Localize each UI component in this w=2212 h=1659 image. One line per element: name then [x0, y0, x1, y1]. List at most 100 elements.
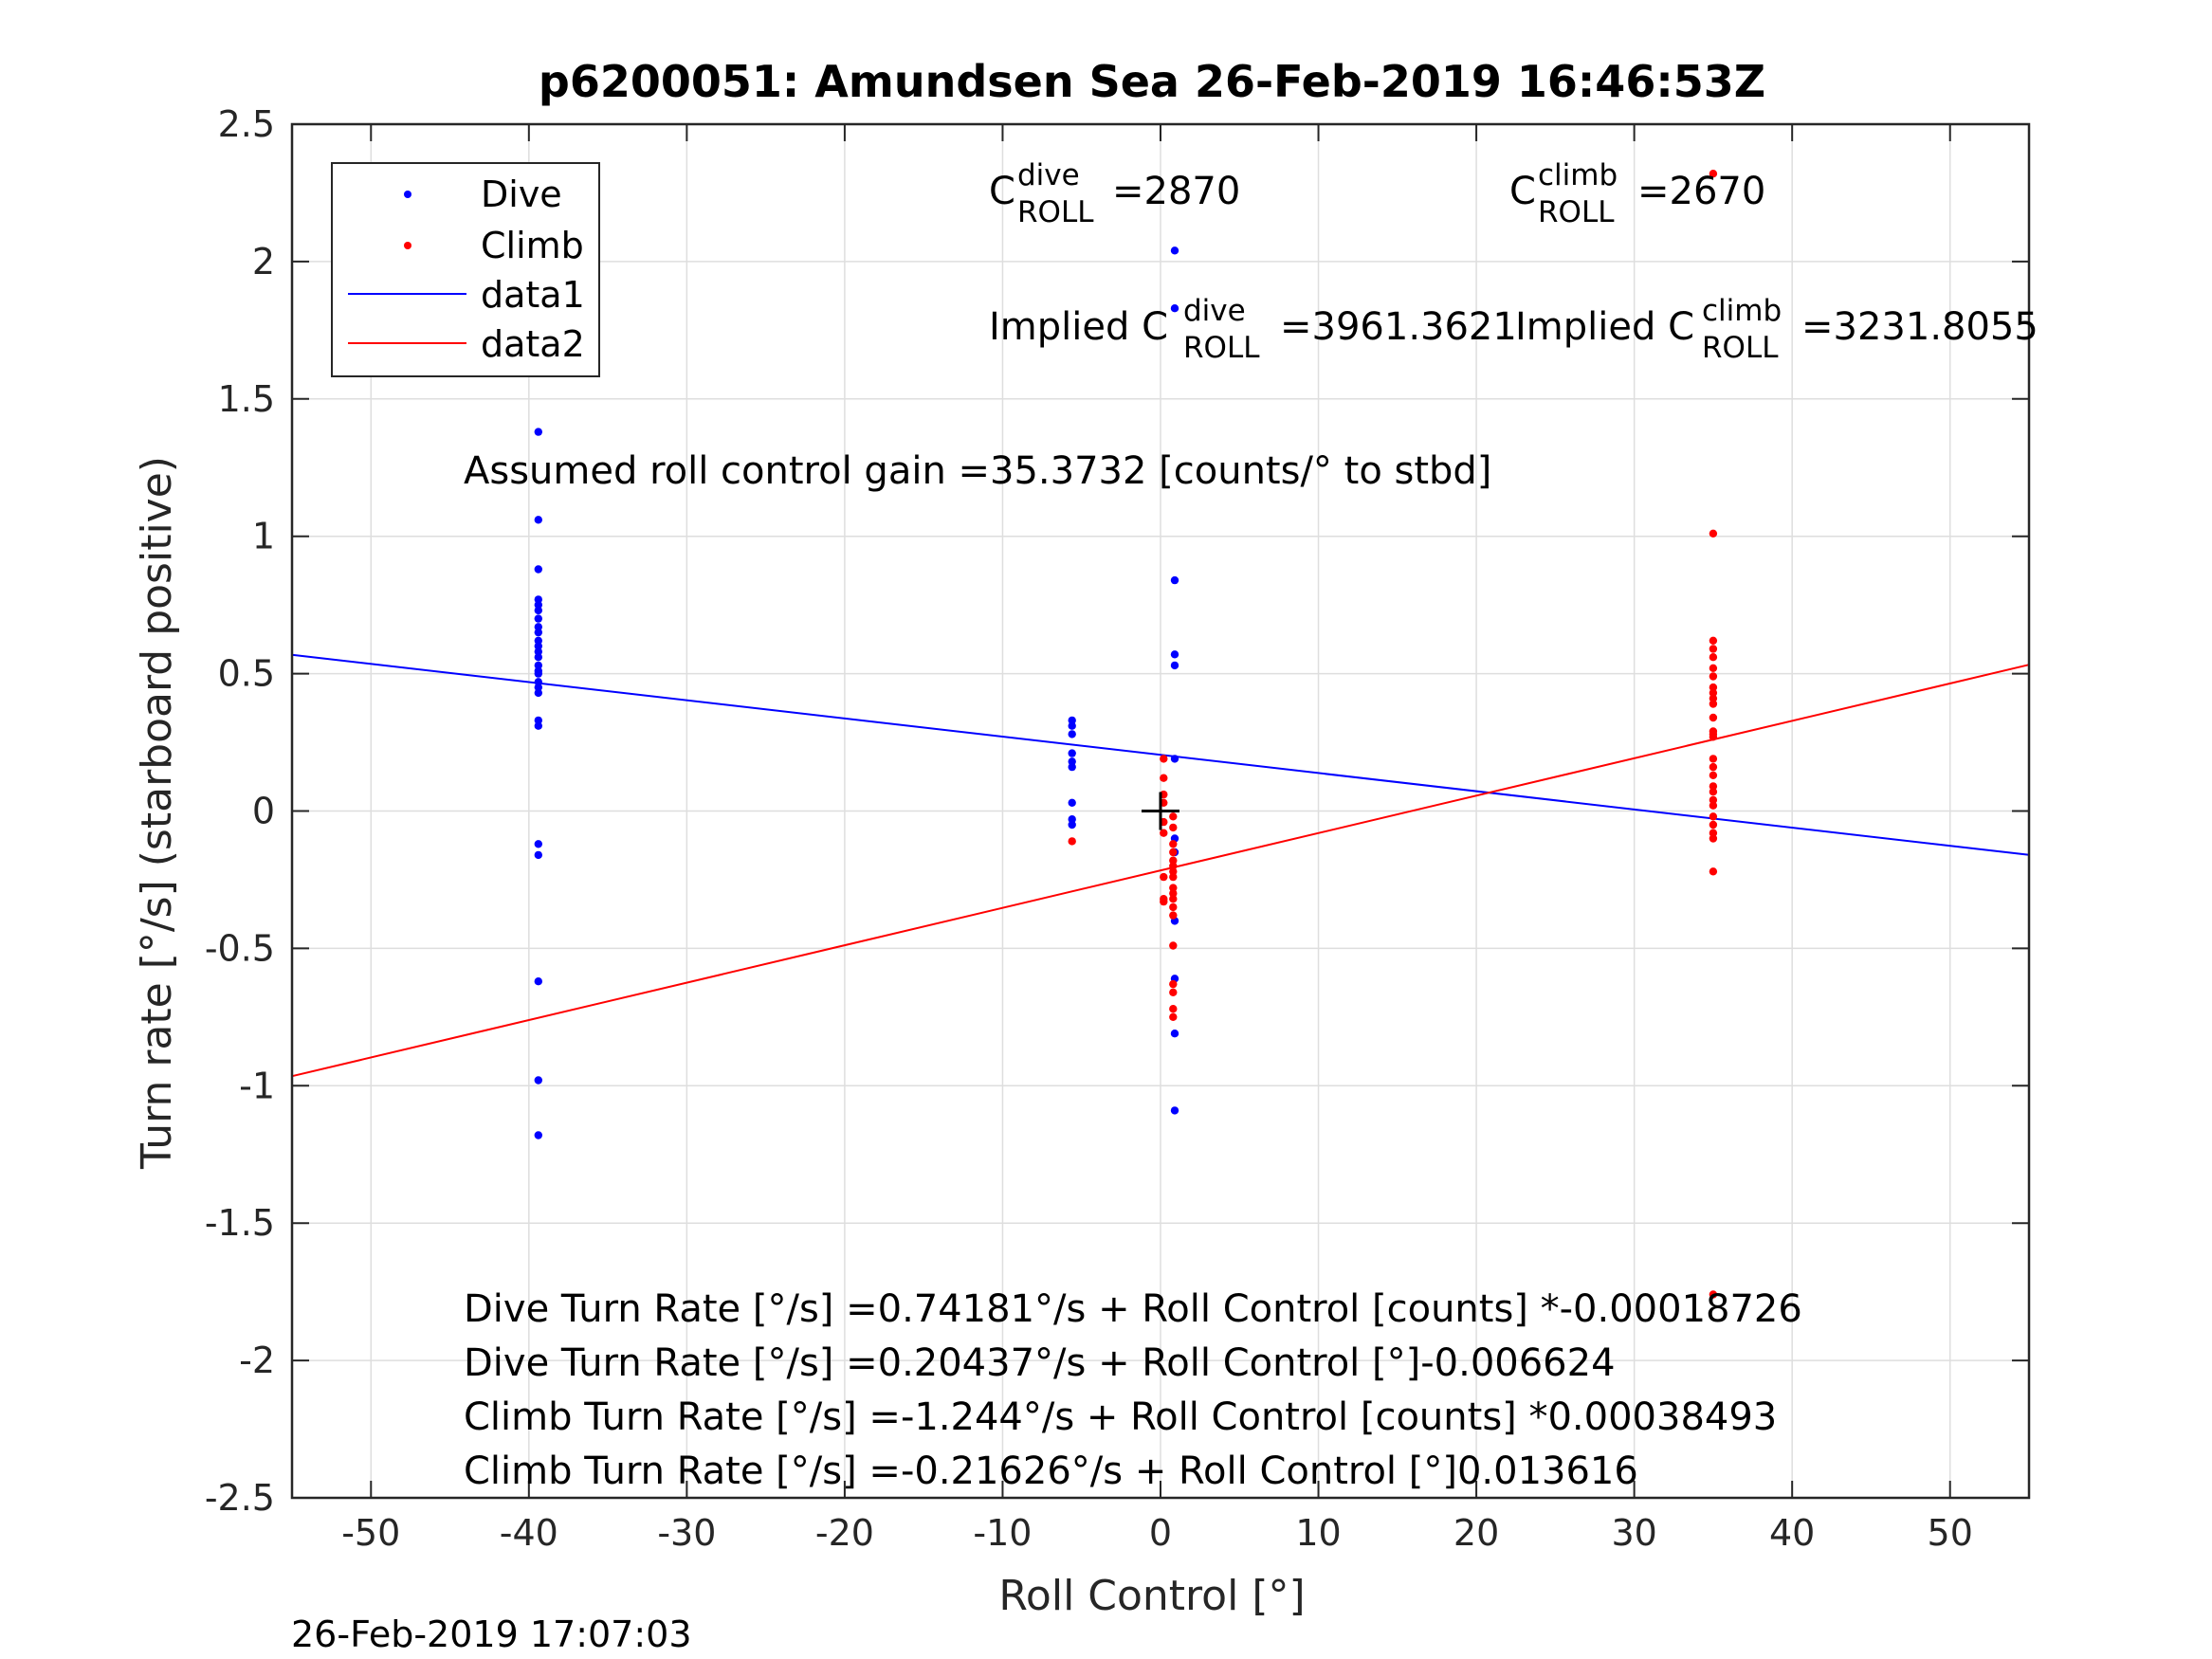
climb-point — [1169, 862, 1178, 870]
climb-point — [1169, 988, 1178, 997]
dive-point — [1068, 749, 1076, 757]
climb-point — [1160, 872, 1168, 882]
climb-point — [1160, 755, 1168, 763]
y-tick-label: 0.5 — [218, 653, 275, 695]
climb-point — [1160, 897, 1168, 906]
dive-point — [534, 669, 542, 678]
climb-point — [1169, 1012, 1178, 1022]
climb-point — [1709, 788, 1718, 796]
annotation-eq1: Dive Turn Rate [°/s] =0.74181°/s + Roll … — [464, 1287, 1802, 1331]
origin-marker — [1142, 792, 1179, 830]
fit-lines — [291, 653, 2030, 1078]
implied-climb-value: =3231.8055 — [1801, 305, 2038, 349]
climb-point — [1709, 867, 1718, 876]
dive-point — [534, 977, 542, 986]
dive-point — [534, 565, 542, 574]
dive-point — [1170, 246, 1179, 255]
dive-point — [1068, 721, 1076, 730]
c-roll-climb-sup: climb — [1538, 158, 1618, 192]
dive-point — [534, 678, 542, 686]
dive-point — [534, 628, 542, 637]
x-tick-label: 0 — [1149, 1512, 1172, 1554]
x-tick-label: -10 — [973, 1512, 1032, 1554]
legend-dive-label: Dive — [481, 173, 562, 215]
climb-point — [1169, 1005, 1178, 1013]
legend-box — [331, 162, 600, 377]
y-tick-label: 2 — [252, 241, 275, 283]
legend-data1-label: data1 — [481, 274, 585, 316]
climb-point — [1709, 672, 1718, 681]
climb-point — [1709, 834, 1718, 843]
implied-dive-sup: dive — [1183, 294, 1246, 328]
implied-climb-sup: climb — [1702, 294, 1782, 328]
implied-climb-sub: ROLL — [1702, 331, 1779, 365]
dive-point — [534, 636, 542, 645]
climb-point — [1709, 688, 1718, 698]
dive-point — [534, 1076, 542, 1085]
annotation-gain: Assumed roll control gain =35.3732 [coun… — [464, 449, 1491, 493]
climb-point — [1709, 683, 1718, 692]
climb-point — [1709, 801, 1718, 810]
dive-point — [534, 642, 542, 650]
dive-point — [534, 840, 542, 848]
y-tick-label: 0 — [252, 791, 275, 832]
dive-point — [534, 647, 542, 656]
legend-data2-label: data2 — [481, 323, 585, 365]
legend: Dive Climb data1 data2 — [331, 162, 600, 377]
annotation-c-roll-dive: C dive ROLL =2870 — [989, 158, 1240, 229]
y-tick-label: 1.5 — [218, 378, 275, 420]
axis-ticks — [292, 123, 2029, 1499]
dive-point — [534, 516, 542, 524]
climb-point — [1169, 812, 1178, 821]
c-roll-climb-value: =2670 — [1637, 170, 1765, 213]
tick-labels: -50 -40 -30 -20 -10 0 10 20 30 40 50-2.5-2-1.5-1-0… — [205, 103, 1973, 1554]
climb-point — [1169, 884, 1178, 892]
c-roll-dive-sup: dive — [1017, 158, 1080, 192]
c-roll-dive-main: C — [989, 170, 1015, 213]
y-tick-label: -1 — [239, 1065, 275, 1106]
dive-point — [534, 716, 542, 725]
fit-line-data1 — [291, 653, 2030, 856]
c-roll-dive-value: =2870 — [1112, 170, 1240, 213]
data-points — [534, 170, 1718, 1299]
climb-point — [1169, 979, 1178, 989]
legend-dive-swatch — [404, 191, 411, 198]
y-tick-label: 2.5 — [218, 103, 275, 145]
annotation-implied-dive: Implied C dive ROLL =3961.3621 — [989, 294, 1517, 365]
implied-climb-main: Implied C — [1515, 305, 1694, 349]
climb-point — [1709, 636, 1718, 645]
climb-point — [1709, 733, 1718, 741]
legend-climb-swatch — [404, 242, 411, 249]
annotation-eq2: Dive Turn Rate [°/s] =0.20437°/s + Roll … — [464, 1341, 1616, 1385]
x-tick-label: 10 — [1295, 1512, 1341, 1554]
dive-point — [534, 428, 542, 436]
implied-dive-main: Implied C — [989, 305, 1168, 349]
timestamp: 26-Feb-2019 17:07:03 — [291, 1613, 692, 1655]
climb-point — [1169, 848, 1178, 857]
implied-dive-sub: ROLL — [1183, 331, 1260, 365]
chart-title: p6200051: Amundsen Sea 26-Feb-2019 16:46… — [539, 56, 1765, 107]
annotation-eq3: Climb Turn Rate [°/s] =-1.244°/s + Roll … — [464, 1395, 1777, 1439]
climb-point — [1169, 895, 1178, 903]
dive-point — [534, 600, 542, 610]
climb-point — [1709, 795, 1718, 805]
climb-point — [1169, 867, 1178, 876]
legend-climb-label: Climb — [481, 225, 584, 266]
climb-point — [1709, 529, 1718, 538]
y-tick-label: -2.5 — [205, 1477, 275, 1519]
y-tick-label: -1.5 — [205, 1202, 275, 1244]
annotation-c-roll-climb: C climb ROLL =2670 — [1509, 158, 1765, 229]
dive-point — [534, 688, 542, 698]
dive-point — [1170, 661, 1179, 670]
climb-point — [1709, 170, 1718, 178]
climb-point — [1169, 856, 1178, 865]
dive-point — [534, 653, 542, 662]
dive-point — [1170, 650, 1179, 659]
climb-point — [1169, 872, 1178, 882]
dive-point — [1068, 798, 1076, 807]
implied-dive-value: =3961.3621 — [1280, 305, 1517, 349]
dive-point — [1068, 820, 1076, 830]
x-tick-label: 20 — [1453, 1512, 1499, 1554]
climb-point — [1709, 812, 1718, 821]
x-tick-label: -30 — [657, 1512, 716, 1554]
